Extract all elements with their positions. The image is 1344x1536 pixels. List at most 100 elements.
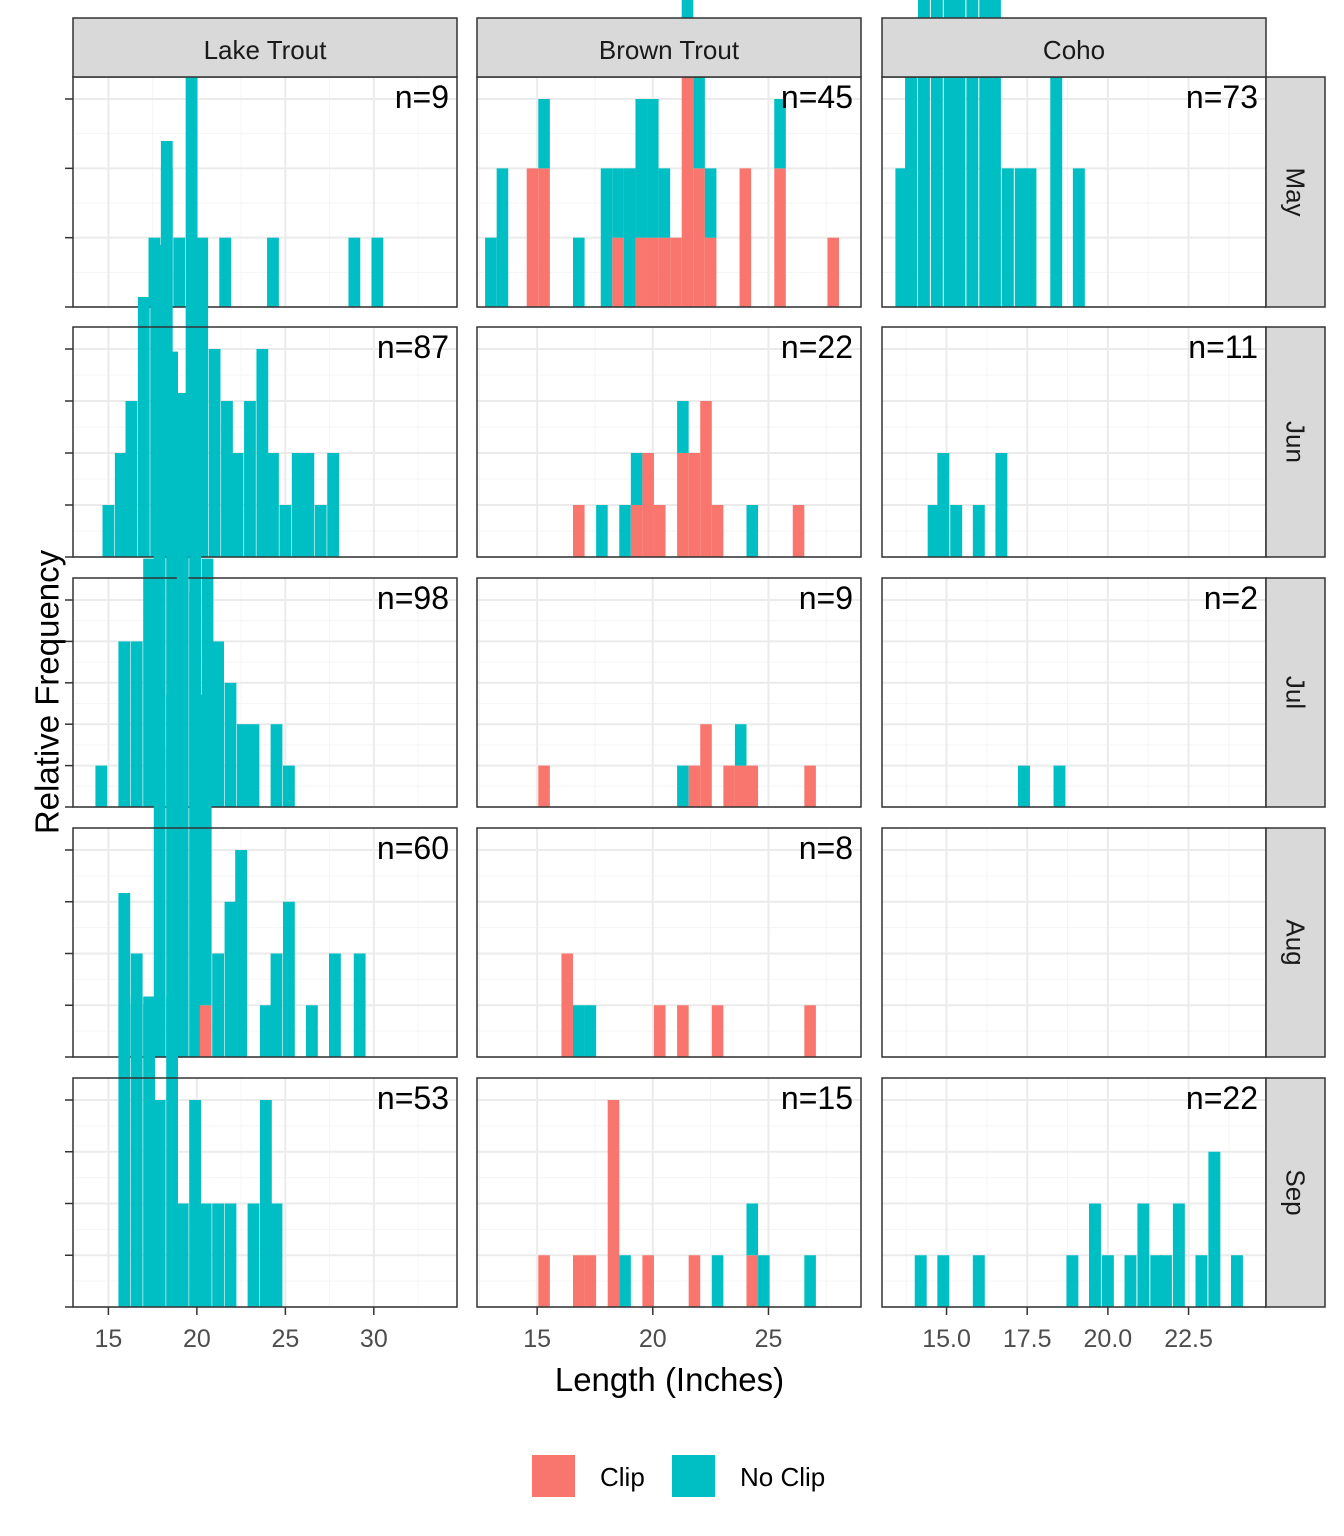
x-tick-label: 15.0 xyxy=(922,1325,971,1353)
bar-noclip xyxy=(917,0,930,307)
x-tick-label: 15 xyxy=(94,1325,122,1353)
legend-label-clip: Clip xyxy=(600,1462,645,1492)
panel-coho-sep: n=22 xyxy=(881,1077,1267,1308)
bar-noclip xyxy=(681,0,694,30)
bar-noclip xyxy=(279,505,292,557)
panel-brown-trout-may: n=45 xyxy=(476,0,862,308)
sample-size-label: n=11 xyxy=(1188,329,1258,365)
panel-coho-jul: n=2 xyxy=(881,577,1267,808)
row-strip-label-may: May xyxy=(1281,167,1311,216)
bar-noclip xyxy=(221,401,233,557)
bar-noclip xyxy=(1195,1255,1208,1307)
sample-size-label: n=9 xyxy=(395,79,449,115)
bar-noclip xyxy=(259,1100,272,1307)
bar-noclip xyxy=(895,168,908,307)
x-tick-label: 17.5 xyxy=(1003,1325,1052,1353)
panel-lake-trout-jul: n=98 xyxy=(72,351,458,808)
axes-layer: 15 20 25 30 15 20 25 15.0 17.5 20.0 22.5 xyxy=(65,98,1213,1353)
column-strip-bg-lake-trout xyxy=(72,17,458,78)
bar-noclip xyxy=(114,453,127,557)
bar-noclip xyxy=(1066,1255,1079,1307)
bar-noclip xyxy=(259,1005,272,1057)
sample-size-label: n=2 xyxy=(1204,580,1258,616)
bar-noclip xyxy=(619,1255,631,1307)
bar-noclip xyxy=(185,37,198,557)
bar-noclip xyxy=(937,453,950,557)
bar-noclip xyxy=(267,237,279,307)
bar-noclip xyxy=(746,505,759,557)
bar-noclip xyxy=(125,401,138,557)
bar-noclip xyxy=(270,953,283,1057)
bar-noclip xyxy=(244,401,256,557)
bar-clip xyxy=(677,1005,689,1057)
bar-noclip xyxy=(118,641,131,807)
row-strip-bg-may xyxy=(1265,76,1326,308)
bar-noclip xyxy=(995,453,1008,557)
bar-noclip xyxy=(485,237,497,307)
sample-size-label: n=98 xyxy=(377,580,449,616)
bar-noclip xyxy=(1001,168,1014,307)
x-tick-label: 22.5 xyxy=(1164,1325,1213,1353)
panel-brown-trout-jun: n=22 xyxy=(476,326,862,558)
bar-clip xyxy=(647,237,659,307)
bar-clip xyxy=(653,1005,666,1057)
bar-noclip xyxy=(596,505,608,557)
row-strip-bg-jul xyxy=(1265,577,1326,808)
bar-noclip xyxy=(584,1005,597,1057)
bar-noclip xyxy=(282,901,295,1057)
bar-noclip xyxy=(914,1255,927,1307)
bar-noclip xyxy=(1024,168,1037,307)
sample-size-label: n=8 xyxy=(799,830,853,866)
bar-noclip xyxy=(130,641,143,807)
bar-noclip xyxy=(282,765,295,807)
bar-noclip xyxy=(327,453,340,557)
bar-noclip xyxy=(734,724,747,766)
bar-noclip xyxy=(1159,1255,1172,1307)
bar-noclip xyxy=(270,724,283,807)
panel-lake-trout-may: n=9 xyxy=(72,76,458,308)
bar-noclip xyxy=(804,1255,816,1307)
bar-clip xyxy=(739,168,752,307)
bar-noclip xyxy=(937,1255,950,1307)
panel-brown-trout-sep-border xyxy=(476,1077,862,1308)
bar-clip xyxy=(538,765,550,807)
x-tick-label: 30 xyxy=(360,1325,388,1353)
bar-noclip xyxy=(1089,1203,1101,1307)
bar-noclip xyxy=(950,505,963,557)
panel-lake-trout-sep: n=53 xyxy=(72,893,458,1308)
bar-clip xyxy=(584,1255,597,1307)
x-tick-label: 25 xyxy=(755,1325,783,1353)
bar-noclip xyxy=(711,1255,724,1307)
panel-lake-trout-jun: n=87 xyxy=(72,37,458,558)
panel-brown-trout-aug: n=8 xyxy=(476,827,862,1058)
bar-noclip xyxy=(677,401,689,453)
panel-lake-trout-jul-border xyxy=(72,577,458,808)
bar-noclip xyxy=(143,996,155,1307)
bar-noclip xyxy=(538,99,550,169)
panel-brown-trout-jun-border xyxy=(476,326,862,558)
bar-noclip xyxy=(137,297,150,557)
bar-noclip xyxy=(1053,765,1066,807)
sample-size-label: n=87 xyxy=(377,329,449,365)
bar-noclip xyxy=(693,29,705,169)
panel-coho-aug-background xyxy=(882,828,1266,1057)
bar-noclip xyxy=(212,1203,225,1307)
column-strip-label-brown-trout: Brown Trout xyxy=(599,35,740,65)
bar-noclip xyxy=(979,0,992,307)
bar-noclip xyxy=(118,893,131,1307)
bar-noclip xyxy=(1014,168,1027,307)
bar-clip xyxy=(630,505,643,557)
bar-clip xyxy=(693,168,705,307)
bar-noclip xyxy=(647,99,659,238)
row-strips: May Jun Jul Aug Sep xyxy=(1265,76,1326,1308)
bar-clip xyxy=(681,29,694,308)
bar-clip xyxy=(538,1255,550,1307)
bar-clip xyxy=(635,237,648,307)
row-strip-bg-sep xyxy=(1265,1077,1326,1308)
bar-noclip xyxy=(224,682,237,807)
bar-noclip xyxy=(930,0,943,308)
bar-noclip xyxy=(305,1005,318,1057)
sample-size-label: n=9 xyxy=(799,580,853,616)
bar-noclip xyxy=(371,237,384,307)
bar-clip xyxy=(700,724,712,807)
